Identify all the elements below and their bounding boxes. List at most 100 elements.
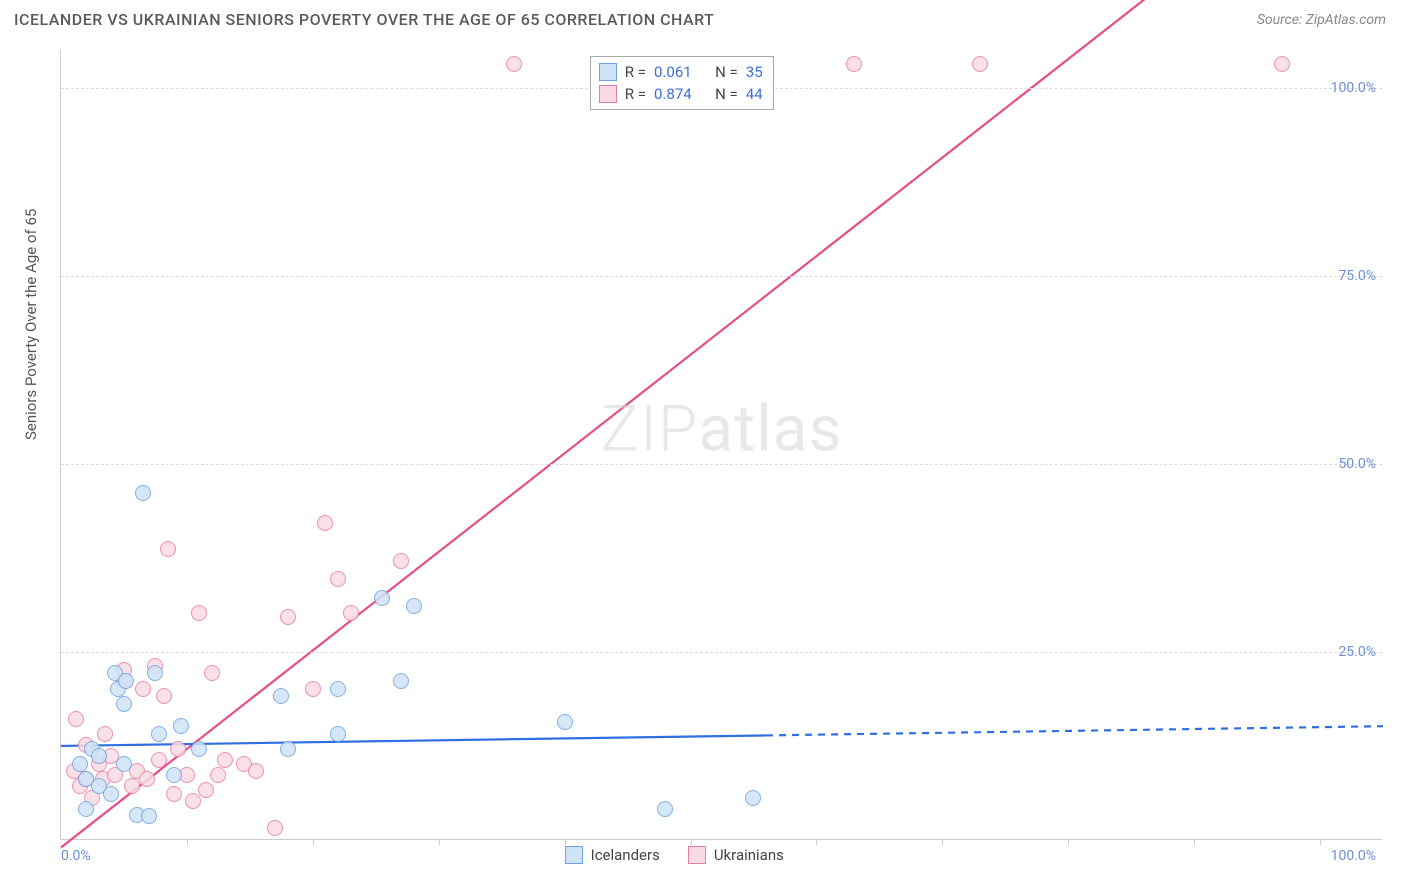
data-point xyxy=(280,741,296,757)
chart-header: ICELANDER VS UKRAINIAN SENIORS POVERTY O… xyxy=(0,0,1406,37)
legend-n-label: N = xyxy=(715,85,738,103)
data-point xyxy=(170,741,186,757)
correlation-legend-row: R = 0.874 N = 44 xyxy=(599,83,763,105)
data-point xyxy=(846,56,862,72)
data-point xyxy=(141,808,157,824)
data-point xyxy=(557,714,573,730)
data-point xyxy=(166,786,182,802)
trend-line-solid xyxy=(61,0,1383,848)
chart-title: ICELANDER VS UKRAINIAN SENIORS POVERTY O… xyxy=(14,10,714,29)
x-tick xyxy=(313,839,314,845)
legend-r-value: 0.874 xyxy=(654,85,692,103)
data-point xyxy=(166,767,182,783)
y-tick-label: 50.0% xyxy=(1338,456,1376,472)
data-point xyxy=(393,673,409,689)
data-point xyxy=(210,767,226,783)
data-point xyxy=(97,726,113,742)
data-point xyxy=(305,681,321,697)
data-point xyxy=(68,711,84,727)
data-point xyxy=(147,665,163,681)
data-point xyxy=(204,665,220,681)
data-point xyxy=(135,485,151,501)
data-point xyxy=(406,598,422,614)
data-point xyxy=(330,571,346,587)
data-point xyxy=(72,756,88,772)
series-legend-item: Icelanders xyxy=(565,846,660,864)
series-legend-label: Ukrainians xyxy=(714,846,784,864)
grid-line-h xyxy=(61,652,1382,653)
x-tick xyxy=(1068,839,1069,845)
grid-line-h xyxy=(61,464,1382,465)
data-point xyxy=(330,726,346,742)
x-tick-label: 0.0% xyxy=(61,848,91,864)
data-point xyxy=(374,590,390,606)
data-point xyxy=(393,553,409,569)
data-point xyxy=(972,56,988,72)
data-point xyxy=(330,681,346,697)
data-point xyxy=(506,56,522,72)
x-tick xyxy=(816,839,817,845)
x-tick xyxy=(565,839,566,845)
trend-line-solid xyxy=(61,735,766,746)
y-tick-label: 100.0% xyxy=(1331,80,1376,96)
x-tick xyxy=(1320,839,1321,845)
trend-line-dashed xyxy=(766,726,1383,735)
legend-swatch xyxy=(599,63,617,81)
data-point xyxy=(1274,56,1290,72)
data-point xyxy=(139,771,155,787)
y-axis-label: Seniors Poverty Over the Age of 65 xyxy=(22,209,40,440)
series-legend: Icelanders Ukrainians xyxy=(565,846,784,864)
data-point xyxy=(343,605,359,621)
legend-n-value: 44 xyxy=(746,85,763,103)
data-point xyxy=(280,609,296,625)
data-point xyxy=(91,748,107,764)
data-point xyxy=(267,820,283,836)
grid-line-h xyxy=(61,276,1382,277)
x-tick xyxy=(942,839,943,845)
data-point xyxy=(78,801,94,817)
data-point xyxy=(217,752,233,768)
data-point xyxy=(135,681,151,697)
data-point xyxy=(124,778,140,794)
data-point xyxy=(273,688,289,704)
data-point xyxy=(191,605,207,621)
x-tick xyxy=(1194,839,1195,845)
legend-r-label: R = xyxy=(625,63,646,81)
legend-swatch xyxy=(688,846,706,864)
data-point xyxy=(191,741,207,757)
x-tick xyxy=(691,839,692,845)
data-point xyxy=(116,696,132,712)
x-tick xyxy=(439,839,440,845)
series-legend-item: Ukrainians xyxy=(688,846,784,864)
data-point xyxy=(156,688,172,704)
chart-source: Source: ZipAtlas.com xyxy=(1257,12,1386,28)
data-point xyxy=(248,763,264,779)
x-tick-label: 100.0% xyxy=(1331,848,1376,864)
correlation-legend-row: R = 0.061 N = 35 xyxy=(599,61,763,83)
data-point xyxy=(198,782,214,798)
series-legend-label: Icelanders xyxy=(591,846,660,864)
legend-n-label: N = xyxy=(715,63,738,81)
data-point xyxy=(160,541,176,557)
data-point xyxy=(317,515,333,531)
legend-r-label: R = xyxy=(625,85,646,103)
data-point xyxy=(745,790,761,806)
data-point xyxy=(185,793,201,809)
data-point xyxy=(151,752,167,768)
legend-swatch xyxy=(565,846,583,864)
data-point xyxy=(116,756,132,772)
legend-swatch xyxy=(599,85,617,103)
data-point xyxy=(103,786,119,802)
legend-r-value: 0.061 xyxy=(654,63,692,81)
plot-area: ZIPatlas 25.0%50.0%75.0%100.0%0.0%100.0%… xyxy=(60,50,1382,840)
data-point xyxy=(118,673,134,689)
y-tick-label: 75.0% xyxy=(1338,268,1376,284)
data-point xyxy=(151,726,167,742)
legend-n-value: 35 xyxy=(746,63,763,81)
trend-lines-layer xyxy=(61,50,1382,839)
y-tick-label: 25.0% xyxy=(1338,644,1376,660)
chart-container: Seniors Poverty Over the Age of 65 ZIPat… xyxy=(14,40,1392,880)
data-point xyxy=(173,718,189,734)
correlation-legend: R = 0.061 N = 35 R = 0.874 N = 44 xyxy=(590,56,774,110)
data-point xyxy=(657,801,673,817)
